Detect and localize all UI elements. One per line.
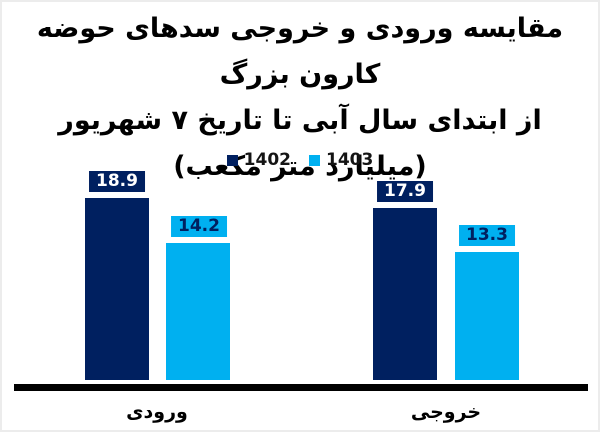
- chart-legend: 1402 1403: [2, 150, 598, 170]
- chart-title-line-2: از ابتدای سال آبی تا تاریخ ۷ شهریور: [58, 105, 542, 136]
- value-label-1403-outflow: 13.3: [459, 224, 515, 246]
- value-label-1402-outflow: 17.9: [377, 180, 433, 202]
- category-label-outflow: خروجی: [410, 401, 482, 423]
- legend-item-1402: 1402: [226, 150, 291, 170]
- x-axis-line: [14, 384, 588, 391]
- legend-label-1403: 1403: [326, 150, 374, 170]
- value-label-1402-inflow: 18.9: [89, 171, 145, 192]
- value-label-1403-inflow: 14.2: [171, 216, 227, 238]
- legend-swatch-1403: [309, 154, 320, 166]
- legend-label-1402: 1402: [243, 150, 291, 170]
- chart-title-line-3: (میلیارد متر مکعب): [173, 151, 427, 182]
- category-label-inflow: ورودی: [126, 401, 188, 423]
- bar-1402-inflow: [85, 198, 149, 380]
- bar-1403-outflow: [455, 251, 519, 380]
- legend-swatch-1402: [226, 154, 238, 166]
- chart-title: مقایسه ورودی و خروجی سدهای حوضه کارون بز…: [2, 6, 598, 190]
- bar-1402-outflow: [373, 207, 437, 380]
- chart-title-line-1: مقایسه ورودی و خروجی سدهای حوضه کارون بز…: [36, 13, 564, 90]
- bar-1403-inflow: [166, 243, 230, 380]
- legend-item-1403: 1403: [309, 150, 373, 170]
